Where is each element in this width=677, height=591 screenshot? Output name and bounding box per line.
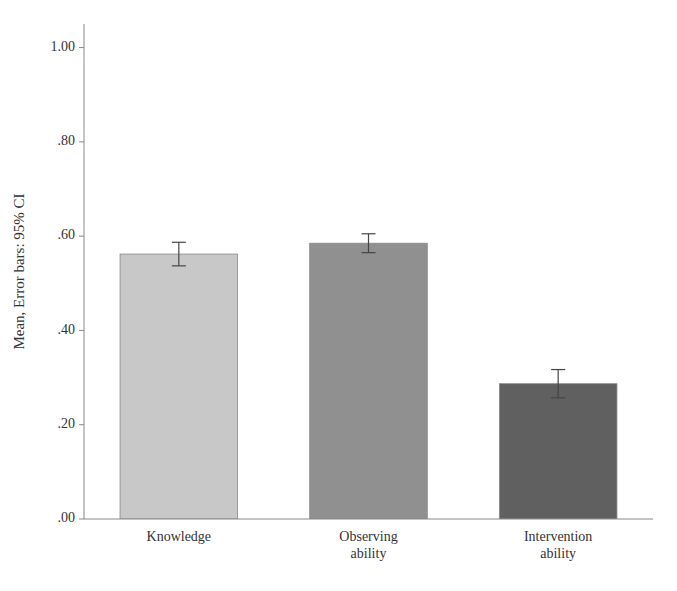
x-axis-line xyxy=(84,519,653,520)
error-bar-line xyxy=(172,265,186,266)
y-tick xyxy=(79,236,84,237)
y-tick xyxy=(79,47,84,48)
bar xyxy=(499,384,617,519)
y-tick xyxy=(79,424,84,425)
error-bar-line xyxy=(178,242,179,266)
y-axis-line xyxy=(84,24,85,519)
x-tick-label: Observingability xyxy=(339,529,397,561)
error-bar-line xyxy=(362,233,376,234)
y-tick-label: .00 xyxy=(58,510,76,525)
y-tick-label: .40 xyxy=(58,322,76,337)
chart: .00 .20 .40 .60 .80 1.00 Knowledge Observingabi… xyxy=(0,0,677,591)
error-bar-line xyxy=(362,252,376,253)
y-tick-label: .80 xyxy=(58,133,76,148)
y-tick-label: .60 xyxy=(58,227,76,242)
bar xyxy=(310,243,428,519)
error-bar-line xyxy=(172,242,186,243)
error-bar xyxy=(172,242,186,266)
bar xyxy=(120,254,238,519)
error-bar-line xyxy=(558,370,559,398)
plot-area xyxy=(120,234,617,519)
error-bar-line xyxy=(551,397,565,398)
y-tick xyxy=(79,519,84,520)
chart-container: .00 .20 .40 .60 .80 1.00 Knowledge Observingabi… xyxy=(0,0,677,591)
y-tick xyxy=(79,330,84,331)
error-bar-line xyxy=(368,234,369,253)
error-bar-line xyxy=(551,369,565,370)
error-bar xyxy=(551,370,565,398)
y-tick xyxy=(79,141,84,142)
error-bar xyxy=(362,234,376,253)
x-tick-label: Interventionability xyxy=(524,529,592,561)
y-tick-label: .20 xyxy=(58,416,76,431)
x-tick-label: Knowledge xyxy=(147,529,212,544)
y-axis-label: Mean, Error bars: 95% CI xyxy=(11,193,27,349)
axes: .00 .20 .40 .60 .80 1.00 Knowledge Observingabi… xyxy=(51,24,654,561)
y-tick-label: 1.00 xyxy=(51,39,76,54)
